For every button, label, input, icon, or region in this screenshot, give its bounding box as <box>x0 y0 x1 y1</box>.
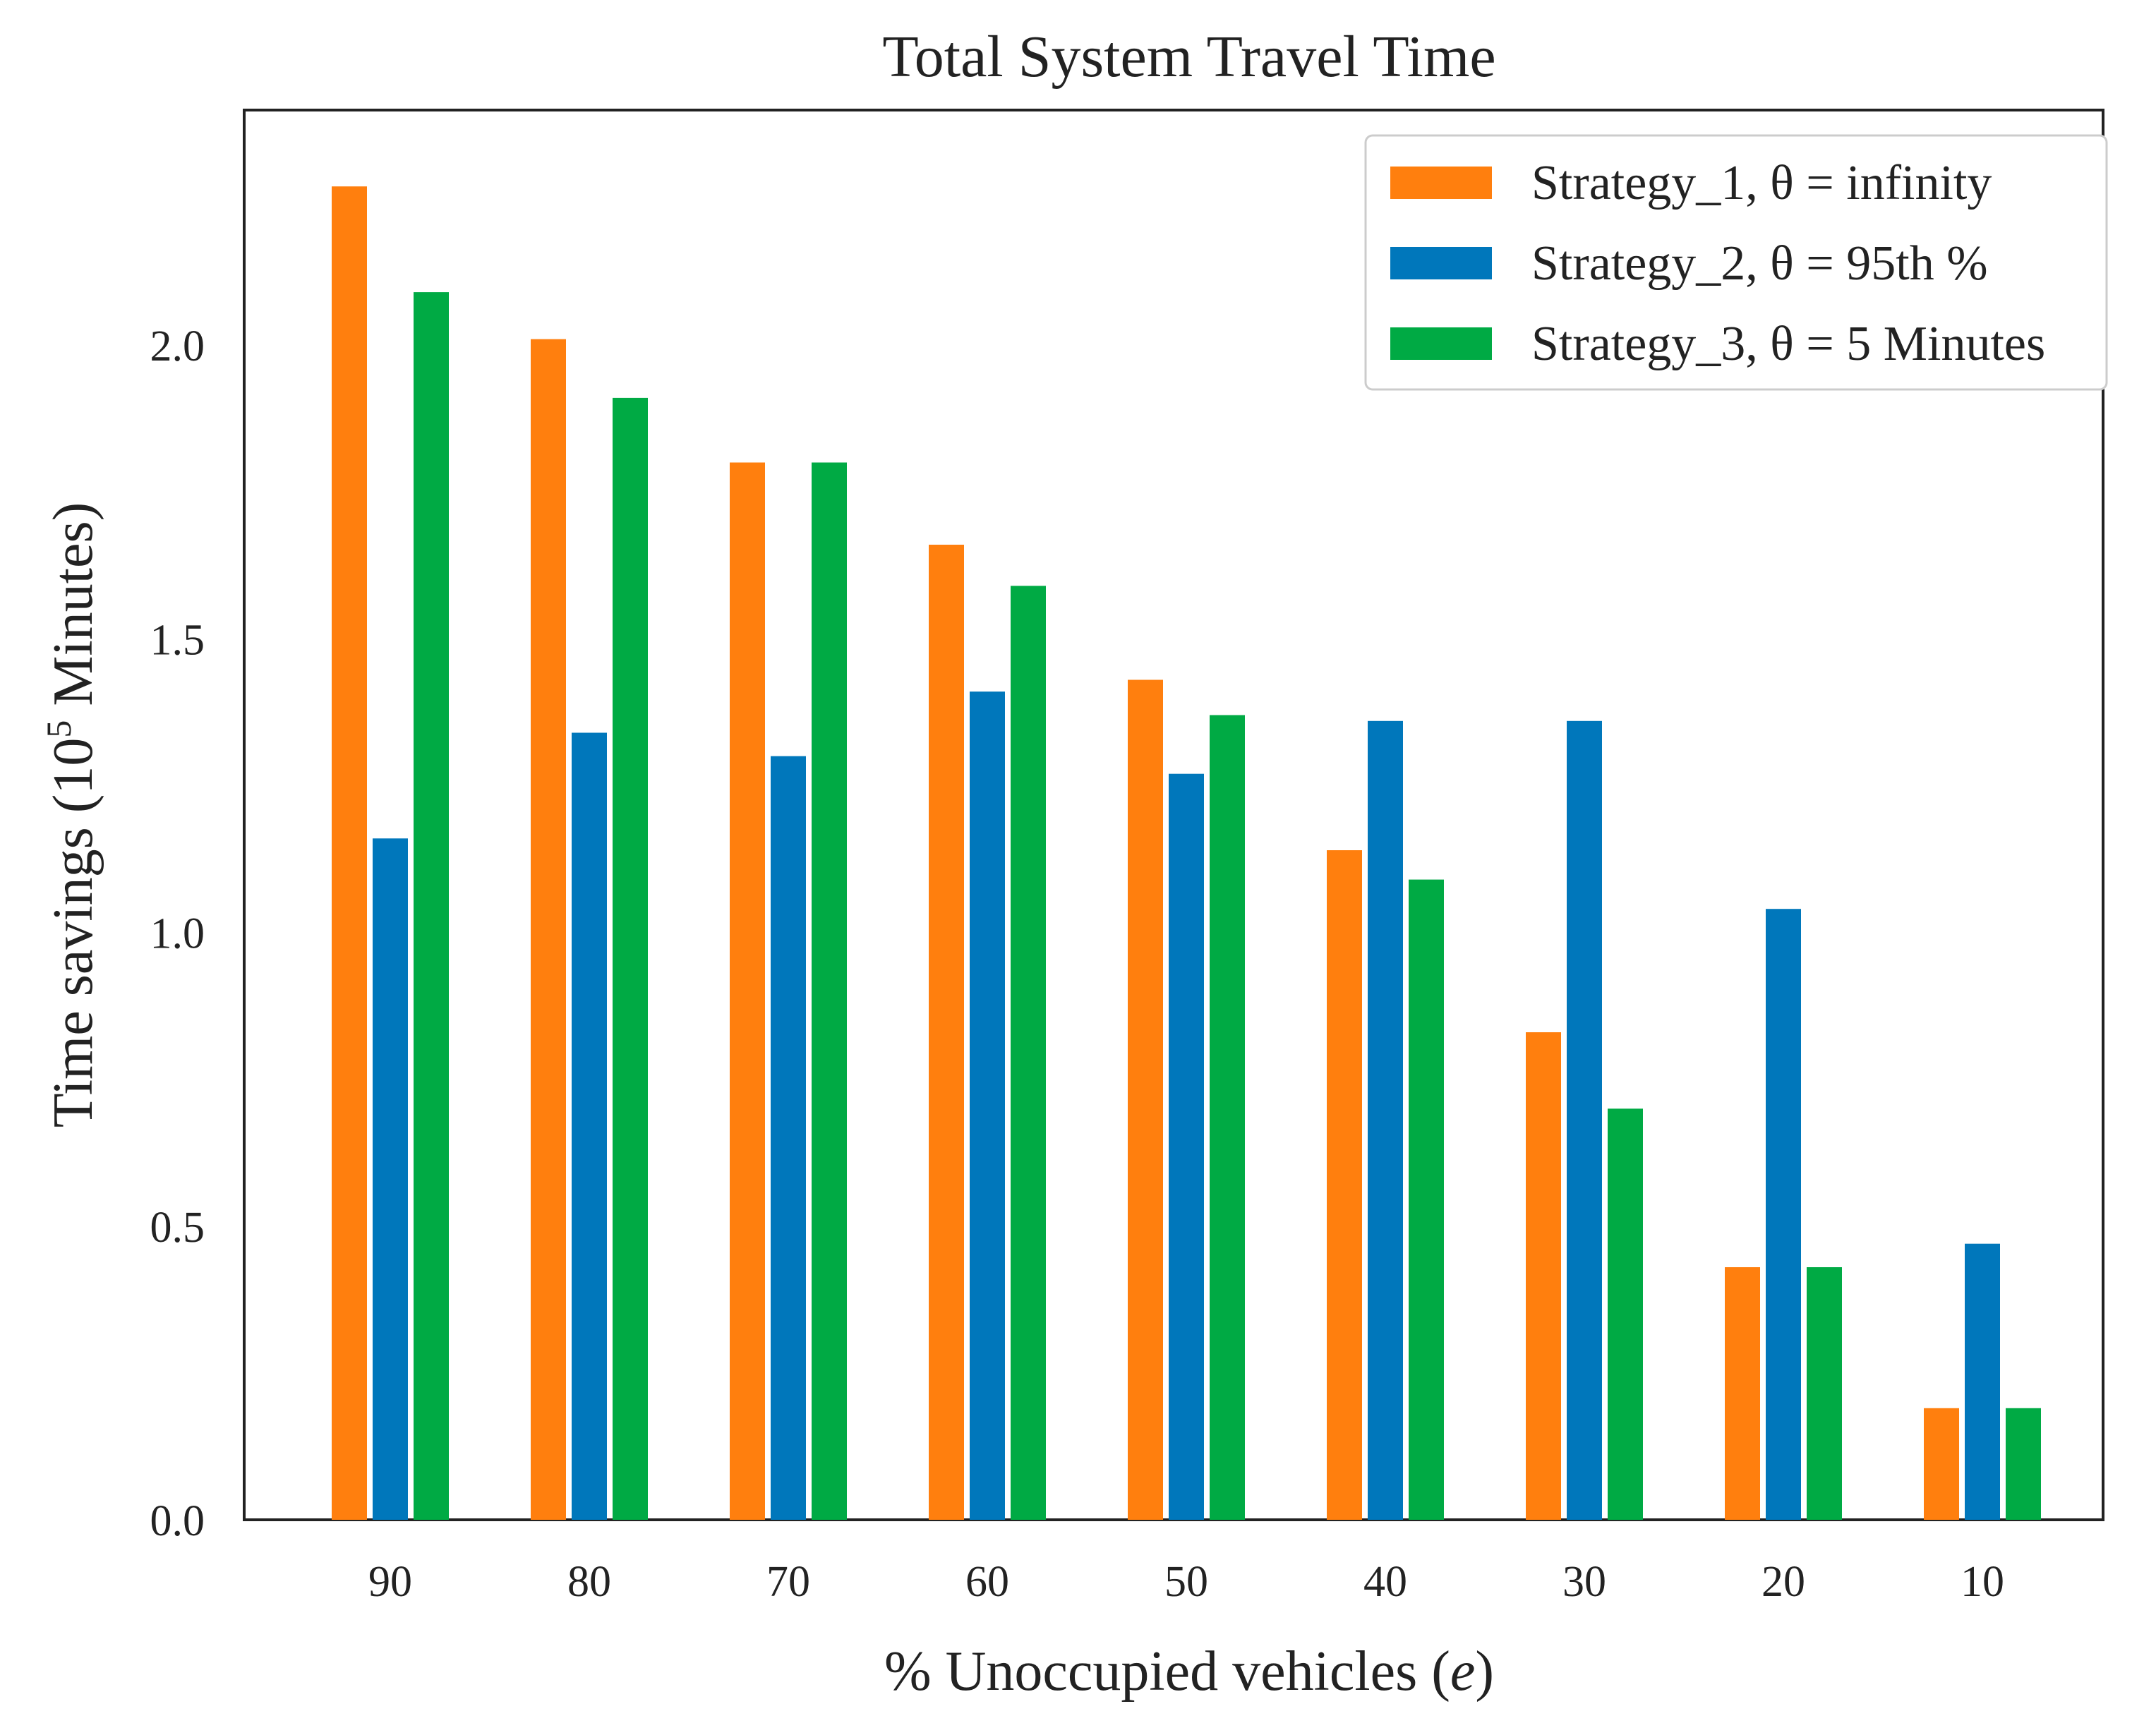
legend-box <box>1364 134 2108 391</box>
y-tick-label: 0.0 <box>150 1497 205 1545</box>
bar-strategy-1-20 <box>1725 1267 1760 1520</box>
bar-strategy-3-80 <box>613 397 648 1520</box>
bar-strategy-1-90 <box>332 186 367 1521</box>
y-axis-label-prefix: Time savings (10 <box>42 738 104 1128</box>
bar-strategy-3-60 <box>1011 586 1046 1520</box>
legend-label-strategy-3: Strategy_3, θ = 5 Minutes <box>1531 317 2045 371</box>
x-tick-label: 70 <box>766 1558 810 1606</box>
chart-title: Total System Travel Time <box>882 24 1495 90</box>
legend: Strategy_1, θ = infinity Strategy_2, θ =… <box>1364 134 2108 391</box>
x-tick-label: 60 <box>965 1558 1009 1606</box>
bar-strategy-2-40 <box>1368 720 1403 1520</box>
x-tick-label: 20 <box>1761 1558 1805 1606</box>
y-tick-label: 1.5 <box>150 616 205 664</box>
bar-strategy-3-30 <box>1608 1108 1643 1521</box>
y-axis-label-exponent: 5 <box>39 720 78 738</box>
x-axis-label-variable: e <box>1450 1640 1476 1703</box>
x-axis-label-text: % Unoccupied vehicles ( <box>884 1640 1450 1703</box>
bar-strategy-1-30 <box>1526 1032 1561 1520</box>
bar-strategy-3-70 <box>812 462 847 1520</box>
bar-strategy-2-80 <box>572 732 607 1520</box>
bar-strategy-1-60 <box>929 545 964 1520</box>
x-axis-label-close: ) <box>1475 1640 1494 1703</box>
y-tick-label: 1.0 <box>150 910 205 958</box>
bars-layer <box>332 186 2041 1521</box>
x-tick-label: 30 <box>1562 1558 1606 1606</box>
bar-strategy-1-50 <box>1128 679 1163 1520</box>
legend-swatch-strategy-3 <box>1390 327 1492 360</box>
x-axis-label: % Unoccupied vehicles (e) <box>884 1640 1494 1703</box>
x-tick-label: 10 <box>1961 1558 2004 1606</box>
bar-strategy-2-30 <box>1567 720 1602 1520</box>
y-tick-label: 0.5 <box>150 1204 205 1252</box>
bar-strategy-2-90 <box>373 838 408 1520</box>
bar-strategy-3-90 <box>414 292 449 1521</box>
y-tick-label: 2.0 <box>150 322 205 370</box>
bar-strategy-3-50 <box>1210 715 1245 1520</box>
bar-strategy-2-50 <box>1169 773 1204 1520</box>
bar-strategy-2-20 <box>1766 909 1801 1520</box>
legend-swatch-strategy-2 <box>1390 247 1492 279</box>
bar-strategy-1-80 <box>531 339 566 1521</box>
bar-strategy-1-10 <box>1924 1408 1959 1520</box>
legend-label-strategy-2: Strategy_2, θ = 95th % <box>1531 236 1988 291</box>
x-axis-ticks: 90 80 70 60 50 40 30 20 10 <box>368 1558 2004 1606</box>
bar-strategy-1-40 <box>1327 850 1362 1520</box>
bar-strategy-3-10 <box>2006 1408 2041 1520</box>
bar-strategy-2-10 <box>1965 1243 2000 1520</box>
bar-strategy-1-70 <box>730 462 765 1520</box>
legend-label-strategy-1: Strategy_1, θ = infinity <box>1531 156 1992 210</box>
x-tick-label: 80 <box>567 1558 611 1606</box>
y-axis-label: Time savings (105 Minutes) <box>39 502 104 1128</box>
y-axis-ticks: 0.0 0.5 1.0 1.5 2.0 <box>150 322 205 1545</box>
bar-strategy-2-70 <box>771 756 806 1520</box>
bar-strategy-3-20 <box>1807 1267 1842 1520</box>
y-axis-label-suffix: Minutes) <box>42 502 104 720</box>
bar-strategy-2-60 <box>970 691 1005 1521</box>
bar-strategy-3-40 <box>1409 879 1444 1520</box>
x-tick-label: 90 <box>368 1558 412 1606</box>
x-tick-label: 40 <box>1363 1558 1407 1606</box>
legend-swatch-strategy-1 <box>1390 167 1492 199</box>
x-tick-label: 50 <box>1164 1558 1208 1606</box>
